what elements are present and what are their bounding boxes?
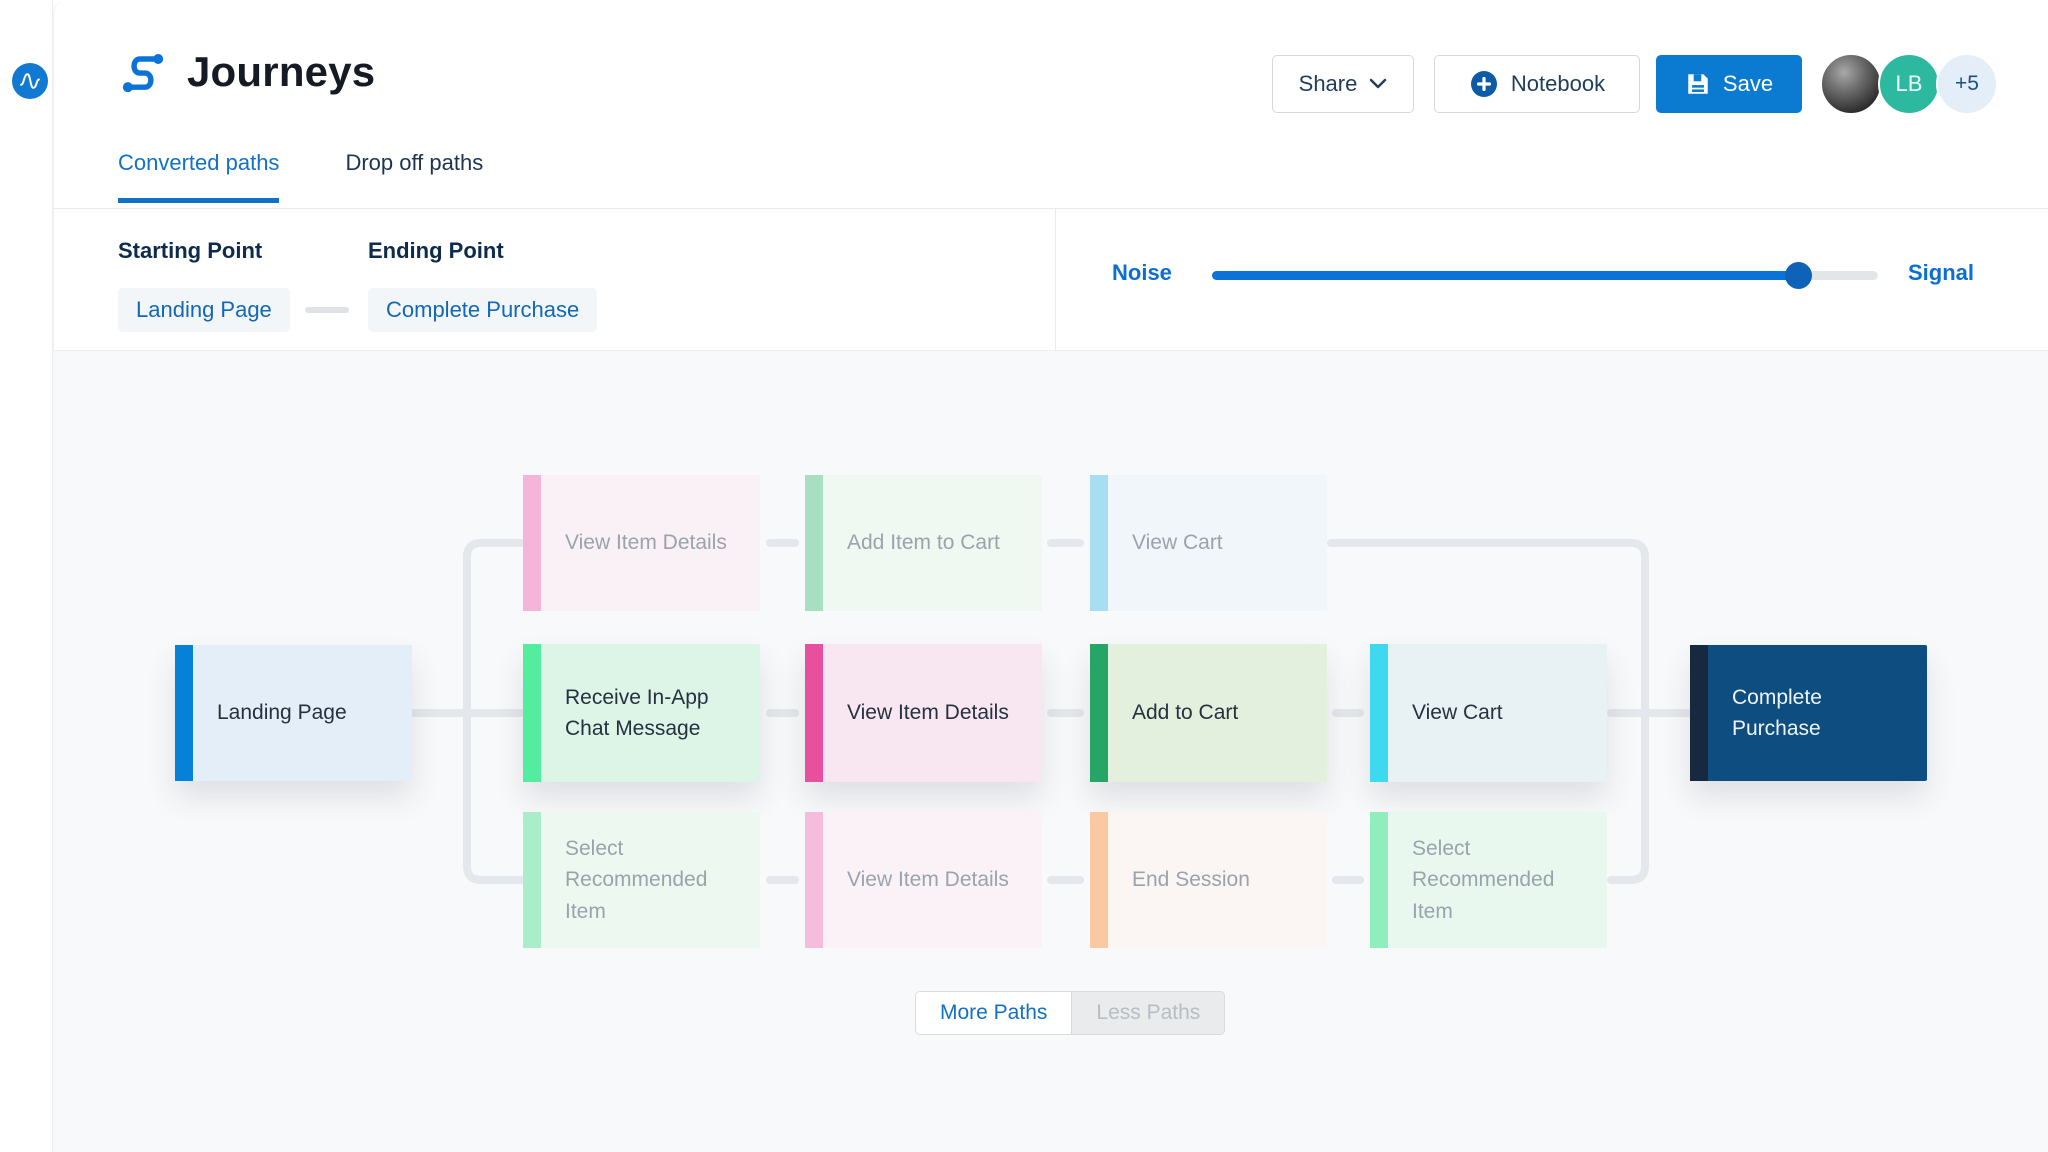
node-label: View Item Details — [565, 531, 727, 555]
node-landing-page[interactable]: Landing Page — [175, 645, 412, 781]
node-add-to-cart-mid[interactable]: Add to Cart — [1090, 644, 1327, 782]
node-color-bar — [1370, 812, 1388, 948]
signal-slider-fill — [1212, 271, 1798, 280]
share-button[interactable]: Share — [1272, 55, 1414, 113]
notebook-button[interactable]: Notebook — [1434, 55, 1640, 113]
plus-circle-icon — [1470, 71, 1497, 97]
more-paths-button[interactable]: More Paths — [916, 992, 1073, 1034]
signal-slider-thumb[interactable] — [1785, 262, 1812, 289]
amplitude-logo-icon[interactable] — [12, 63, 48, 99]
node-view-cart-mid[interactable]: View Cart — [1370, 644, 1607, 782]
journeys-icon — [122, 54, 164, 93]
node-view-item-details-top[interactable]: View Item Details — [523, 475, 760, 611]
node-color-bar — [805, 812, 823, 948]
signal-slider-track[interactable] — [1212, 262, 1878, 289]
node-color-bar — [523, 812, 541, 948]
node-color-bar — [1090, 812, 1108, 948]
filter-divider — [53, 350, 2048, 351]
ending-point-label: Ending Point — [368, 238, 504, 263]
panel-divider — [1055, 209, 1056, 350]
node-label: End Session — [1132, 868, 1250, 892]
node-end-session[interactable]: End Session — [1090, 812, 1327, 948]
node-label: View Item Details — [847, 868, 1009, 892]
starting-point-chip[interactable]: Landing Page — [118, 288, 290, 332]
node-color-bar — [805, 644, 823, 782]
avatar-overflow-badge[interactable]: +5 — [1936, 53, 1998, 115]
paths-toggle: More Paths Less Paths — [915, 991, 1226, 1035]
node-color-bar — [1690, 645, 1708, 781]
node-label: Complete Purchase — [1732, 685, 1822, 741]
notebook-button-label: Notebook — [1510, 71, 1606, 96]
node-color-bar — [1090, 644, 1108, 782]
node-color-bar — [1370, 644, 1388, 782]
node-label: View Item Details — [847, 701, 1009, 725]
node-label: Receive In-App Chat Message — [565, 685, 709, 741]
node-label: Landing Page — [217, 701, 347, 725]
page-title: Journeys — [187, 48, 376, 95]
tab-bar: Converted paths Drop off paths — [118, 150, 483, 203]
save-button-label: Save — [1722, 71, 1774, 96]
node-add-item-to-cart-top[interactable]: Add Item to Cart — [805, 475, 1042, 611]
node-label: Add Item to Cart — [847, 531, 1000, 555]
node-view-item-details-bot[interactable]: View Item Details — [805, 812, 1042, 948]
save-button[interactable]: Save — [1656, 55, 1802, 113]
node-receive-in-app-chat[interactable]: Receive In-App Chat Message — [523, 644, 760, 782]
save-floppy-icon — [1688, 74, 1708, 94]
node-select-recommended-1[interactable]: Select Recommended Item — [523, 812, 760, 948]
node-view-item-details-mid[interactable]: View Item Details — [805, 644, 1042, 782]
node-color-bar — [1090, 475, 1108, 611]
share-button-label: Share — [1298, 71, 1358, 96]
node-label: Select Recommended Item — [1412, 836, 1555, 923]
signal-label: Signal — [1908, 260, 1975, 285]
tab-drop-off-paths[interactable]: Drop off paths — [345, 150, 484, 175]
node-color-bar — [805, 475, 823, 611]
avatar-stack: LB +5 — [1820, 53, 1998, 115]
node-select-recommended-2[interactable]: Select Recommended Item — [1370, 812, 1607, 948]
chevron-down-icon — [1370, 78, 1387, 89]
node-color-bar — [175, 645, 193, 781]
ending-point-chip[interactable]: Complete Purchase — [368, 288, 598, 332]
amplitude-wave-icon — [20, 73, 40, 89]
less-paths-button[interactable]: Less Paths — [1096, 1001, 1201, 1024]
noise-label: Noise — [1112, 260, 1172, 285]
node-color-bar — [523, 475, 541, 611]
node-view-cart-top[interactable]: View Cart — [1090, 475, 1327, 611]
left-rail — [0, 0, 53, 1152]
node-label: Add to Cart — [1132, 701, 1239, 725]
node-label: View Cart — [1412, 701, 1503, 725]
node-complete-purchase[interactable]: Complete Purchase — [1690, 645, 1927, 781]
tabs-divider — [53, 208, 2048, 209]
connector-left-branch — [463, 539, 525, 884]
tab-converted-paths[interactable]: Converted paths — [118, 150, 280, 203]
starting-point-label: Starting Point — [118, 238, 263, 263]
node-label: View Cart — [1132, 531, 1223, 555]
avatar-initials[interactable]: LB — [1878, 53, 1940, 115]
node-label: Select Recommended Item — [565, 836, 708, 923]
chip-connector-dash — [305, 307, 349, 313]
node-color-bar — [523, 644, 541, 782]
